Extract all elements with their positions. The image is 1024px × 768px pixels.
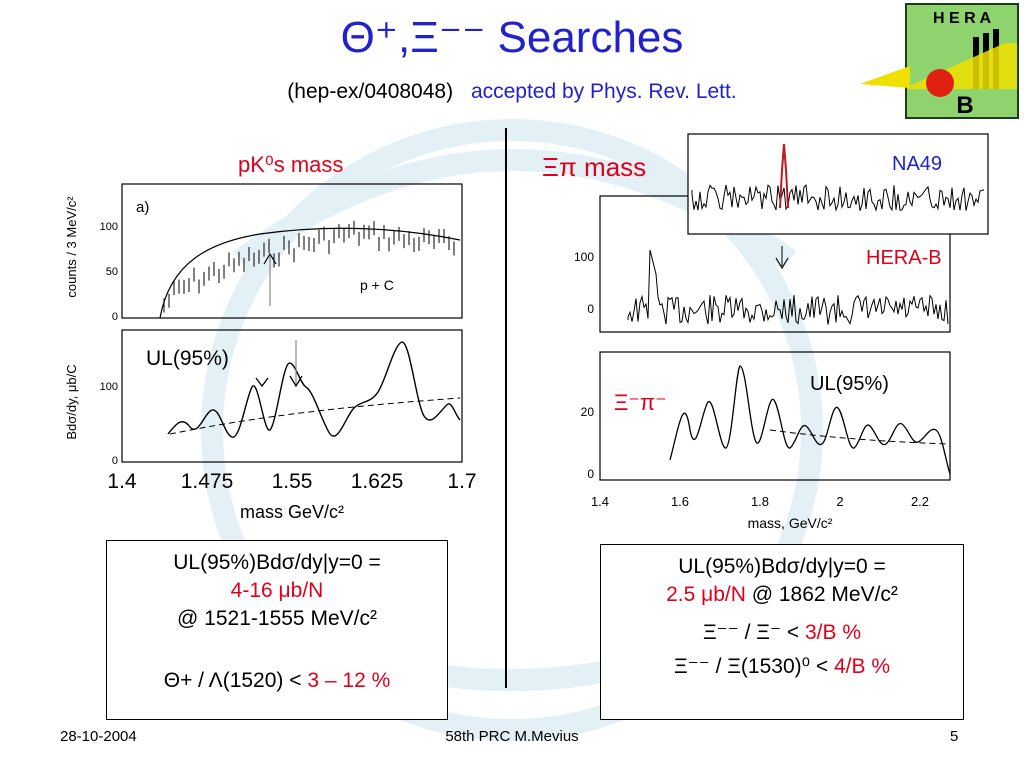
right-box-ratio2-value: 4/B % [834,655,891,678]
left-bottom-dashed-baseline [169,397,461,435]
right-bottom-dashed-baseline [769,429,951,445]
center-divider [505,128,507,688]
right-bottom-ytick-0: 0 [587,467,594,481]
left-box-line1: UL(95%)Bdσ/dy|y=0 = [173,551,381,574]
right-top-arrow [775,257,789,270]
right-bottom-frame [599,351,951,481]
right-box-ratio1: Ξ⁻⁻ / Ξ⁻ < [702,621,800,644]
na49-spectrum [691,184,985,212]
left-box-line4: Θ+ / Λ(1520) < 3 – 12 % [107,667,447,695]
subtitle-reference: (hep-ex/0408048) [287,80,454,103]
right-box-mass: @ 1862 MeV/c² [751,583,898,606]
right-xlabel: mass, GeV/c² [748,515,833,531]
left-xtick-4: 1.625 [351,470,404,493]
right-xtick-2: 1.6 [671,494,689,509]
panel-a-label: a) [136,199,149,216]
left-panel-title: pK⁰s mass [238,152,344,177]
right-top-spectrum [627,249,949,325]
right-ul-label: UL(95%) [810,373,889,395]
left-xtick-2: 1.475 [181,470,234,493]
right-info-box: UL(95%)Bdσ/dy|y=0 = 2.5 μb/N @ 1862 MeV/… [600,544,964,720]
na49-label: NA49 [892,153,942,175]
left-box-line2: 4-16 μb/N [230,579,324,602]
right-top-ytick-0: 0 [587,302,594,316]
slide-title: Θ⁺,Ξ⁻⁻ Searches [340,13,684,62]
left-top-frame [121,183,463,319]
right-box-line4: Ξ⁻⁻ / Ξ(1530)⁰ < 4/B % [601,653,963,681]
channel-label: Ξ⁻π⁻ [614,390,667,415]
logo-top-text: H E R A [933,10,992,27]
left-xtick-1: 1.4 [107,470,137,493]
left-plot: counts / 3 MeV/c² Bdσ/dy, μb/C 0 50 100 … [64,183,477,522]
right-bottom-ytick-20: 20 [581,405,595,419]
right-box-ratio1-value: 3/B % [804,621,862,644]
left-ylabel-top: counts / 3 MeV/c² [64,196,79,298]
left-box-line3: @ 1521-1555 MeV/c² [177,607,377,630]
right-top-ytick-100: 100 [574,250,594,264]
na49-inset [687,133,989,235]
left-xtick-3: 1.55 [272,470,313,493]
left-bottom-ytick-0: 0 [112,455,118,467]
footer-date: 28-10-2004 [60,728,137,745]
reaction-label: p + C [360,277,394,293]
spectrum-line [691,184,985,212]
left-top-ytick-0: 0 [112,311,118,323]
right-bottom-ul-curve [669,365,951,475]
right-xtick-3: 1.8 [751,494,769,509]
right-panel-title: Ξπ mass [542,152,647,182]
left-xlabel: mass GeV/c² [240,502,344,522]
left-top-fit-curve [159,227,461,319]
right-xtick-5: 2.2 [911,494,929,509]
logo-bottom-text: B [956,92,973,119]
right-plot: 0 100 NA49 HERA-B 0 20 Ξ⁻π⁻ UL(95%) 1.4 … [574,133,989,531]
left-ylabel-bottom: Bdσ/dy, μb/C [64,364,79,439]
herab-label: HERA-B [866,247,942,269]
left-info-box: UL(95%)Bdσ/dy|y=0 = 4-16 μb/N @ 1521-155… [106,540,448,720]
subtitle-status: accepted by Phys. Rev. Lett. [470,80,737,103]
right-box-line3: Ξ⁻⁻ / Ξ⁻ < 3/B % [601,619,963,647]
right-box-line2: 2.5 μb/N @ 1862 MeV/c² [601,581,963,609]
hera-b-logo: H E R A B [905,3,1019,119]
left-top-ytick-100: 100 [100,221,118,233]
left-bottom-ytick-100: 100 [100,381,118,393]
left-top-ytick-50: 50 [106,266,118,278]
spectrum-line [627,249,949,325]
right-xtick-4: 2 [836,494,843,509]
left-xtick-5: 1.7 [447,470,476,493]
left-bottom-frame [121,329,463,463]
left-bottom-ul-curve [167,341,461,438]
left-box-ratio-value: 3 – 12 % [307,669,391,692]
logo-streak [860,66,910,88]
left-top-data-points [163,220,455,313]
left-bottom-arrow-1 [255,377,269,388]
right-xtick-1: 1.4 [591,494,609,509]
footer-event: 58th PRC M.Mevius [445,728,579,745]
na49-peak [779,143,789,209]
right-box-line1: UL(95%)Bdσ/dy|y=0 = [678,555,886,578]
left-box-ratio: Θ+ / Λ(1520) < [163,669,302,692]
left-ul-label: UL(95%) [146,347,229,370]
right-box-ul-value: 2.5 μb/N [666,583,746,606]
right-box-ratio2: Ξ⁻⁻ / Ξ(1530)⁰ < [673,655,829,678]
slide-subtitle: (hep-ex/0408048) accepted by Phys. Rev. … [0,80,1024,104]
footer-page-number: 5 [950,728,959,745]
